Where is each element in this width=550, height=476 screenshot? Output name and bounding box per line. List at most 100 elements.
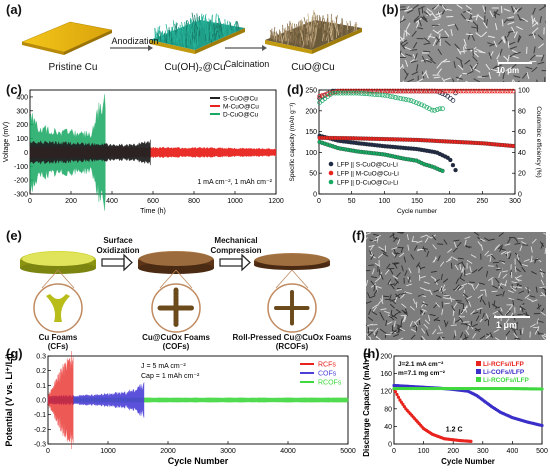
arrow-calcination <box>225 45 267 51</box>
legend-label: LFP || D-CuO@Cu-Li <box>337 180 398 187</box>
ce-point <box>317 93 323 99</box>
ce-point <box>377 92 383 98</box>
y-tick-label: 200 <box>305 108 317 115</box>
sem-image-f: 1 μm <box>366 232 546 340</box>
ce-point <box>356 90 362 96</box>
ce-point <box>461 88 466 94</box>
ce-point <box>385 93 390 99</box>
x-tick-label: 5000 <box>340 448 356 455</box>
ce-point <box>366 88 372 94</box>
ce-point <box>445 88 451 94</box>
data-point <box>540 423 544 428</box>
ce-point <box>327 92 333 97</box>
ce-point <box>502 88 508 94</box>
x-tick-label: 1000 <box>100 448 116 455</box>
data-point <box>469 439 473 443</box>
ce-point <box>372 88 377 94</box>
y-axis-label: Specific capacity (mAh g⁻¹) <box>289 103 296 182</box>
ce-point <box>432 108 437 113</box>
capacity-point <box>450 162 456 168</box>
x-tick-label: 100 <box>378 198 390 205</box>
schematic-e <box>20 251 330 333</box>
ce-point <box>437 106 443 112</box>
ce-point <box>372 92 377 97</box>
ce-point <box>411 88 417 94</box>
y-axis-label: Discharge Capacity (mAh g⁻¹) <box>362 348 371 457</box>
legend-label: Li-RCFs//LFP <box>483 361 524 368</box>
ce-point <box>471 88 477 94</box>
ce-point <box>419 102 424 108</box>
scale-bar-b: 10 μm <box>496 66 520 75</box>
ce-point <box>361 91 367 96</box>
plot-frame <box>393 355 543 445</box>
ce-point <box>395 88 401 94</box>
y2-tick-label: 100 <box>518 88 530 95</box>
cu-cuox-foam-disk <box>138 251 214 274</box>
x-tick-label: 500 <box>536 448 548 455</box>
label-cu-oh2: Cu(OH)₂@Cu <box>164 62 226 73</box>
label-cfs-abbr: (CFs) <box>47 342 69 351</box>
ce-point <box>390 88 396 94</box>
ce-point <box>484 88 490 94</box>
x-tick-label: 800 <box>188 198 200 205</box>
legend-label: LFP || S-CuO@Cu-Li <box>337 162 398 169</box>
ce-point <box>421 88 427 94</box>
x-tick-label: 250 <box>476 198 488 205</box>
annotation: Cap = 1 mAh cm⁻² <box>141 373 200 380</box>
legend-label: Li-COFs//LFP <box>483 369 525 376</box>
annotation: J=2.1 mA cm⁻² <box>398 361 444 368</box>
ce-point <box>419 88 424 94</box>
ce-point <box>453 88 458 94</box>
ce-point <box>319 93 325 98</box>
ce-point <box>447 88 453 94</box>
ce-point <box>416 101 422 107</box>
chart-h: 0 100 200 300 400 500 0 40 80 120 160 200 Cycle Numb… <box>362 348 548 466</box>
ce-point <box>508 88 513 94</box>
ce-point <box>348 90 354 96</box>
ce-point <box>413 88 419 94</box>
x-tick-label: 600 <box>147 198 159 205</box>
x-axis-label: Cycle Number <box>168 456 229 466</box>
y-tick-label: 100 <box>305 150 317 157</box>
ce-point <box>393 88 398 94</box>
ce-point <box>421 103 427 109</box>
label-surface: Surface <box>103 236 133 245</box>
ce-point <box>429 88 435 94</box>
ce-point <box>413 100 419 106</box>
x-tick-label: 200 <box>65 198 77 205</box>
x-tick-label: 300 <box>477 448 489 455</box>
y-tick-label: 200 <box>16 122 28 129</box>
y-tick-label: 0.1 <box>36 383 46 390</box>
capacity-point <box>448 157 453 163</box>
label-calcination: Calcination <box>224 59 270 69</box>
y-tick-label: 300 <box>16 108 28 115</box>
legend-marker <box>476 377 481 382</box>
y2-tick-label: 60 <box>518 129 526 136</box>
ce-point <box>364 91 370 97</box>
x-axis-label: Time (h) <box>140 208 166 215</box>
x-tick-label: 1200 <box>268 198 284 205</box>
label-cofs-abbr: (COFs) <box>162 342 190 351</box>
ce-point <box>432 88 437 94</box>
capacity-point <box>510 143 516 149</box>
ce-point <box>442 88 448 94</box>
ce-point <box>495 88 500 94</box>
capacity-point <box>453 167 458 173</box>
y-tick-label: 120 <box>380 389 392 396</box>
x-tick-label: 0 <box>46 448 50 455</box>
ce-point <box>364 88 370 94</box>
ce-point <box>458 88 464 94</box>
legend-marker <box>328 161 334 167</box>
ce-point <box>395 95 401 101</box>
y-tick-label: -300 <box>14 192 28 199</box>
y2-tick-label: 80 <box>518 108 526 115</box>
y-axis-label: Voltage (mV) <box>3 122 10 162</box>
annotation: 1.2 C <box>446 427 463 434</box>
y-tick-label: -100 <box>14 164 28 171</box>
annotation: J = 5 mA cm⁻² <box>141 363 186 370</box>
ce-point <box>335 90 341 96</box>
data-point <box>395 392 399 397</box>
panel-label-e: (e) <box>6 228 22 243</box>
y-tick-label: -0.3 <box>34 442 46 449</box>
